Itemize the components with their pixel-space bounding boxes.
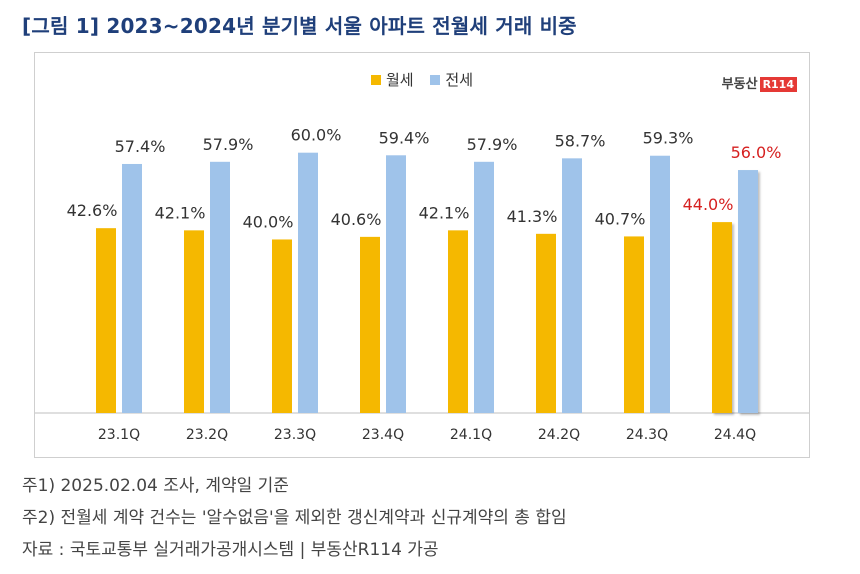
note-source: 자료 : 국토교통부 실거래가공개시스템 | 부동산R114 가공: [22, 540, 439, 560]
bar-jeonse-23.4Q: [386, 155, 406, 413]
x-tick-24.2Q: 24.2Q: [538, 427, 580, 443]
label-jeonse-24.2Q: 58.7%: [555, 131, 606, 150]
label-jeonse-23.3Q: 60.0%: [291, 126, 342, 145]
x-tick-23.1Q: 23.1Q: [98, 427, 140, 443]
bar-monthly-23.4Q: [360, 236, 380, 413]
chart-frame: 월세 전세 부동산 R114 42.6% 57.4% 23.1Q 42.1% 57.9% 2…: [34, 52, 810, 458]
bar-monthly-24.1Q: [448, 230, 468, 413]
x-tick-24.4Q: 24.4Q: [714, 427, 756, 443]
bar-jeonse-24.4Q: [738, 170, 758, 413]
label-monthly-24.1Q: 42.1%: [419, 203, 470, 222]
legend-label-jeonse: 전세: [445, 71, 473, 89]
x-tick-23.4Q: 23.4Q: [362, 427, 404, 443]
bar-monthly-24.4Q: [712, 222, 732, 413]
bar-jeonse-23.1Q: [122, 163, 142, 413]
label-jeonse-23.4Q: 59.4%: [379, 128, 430, 147]
bar-monthly-23.1Q: [96, 228, 116, 413]
label-jeonse-24.4Q: 56.0%: [731, 143, 782, 162]
label-monthly-24.3Q: 40.7%: [595, 209, 646, 228]
brand-logo: 부동산 R114: [722, 73, 797, 92]
bar-monthly-24.2Q: [536, 233, 556, 413]
bar-monthly-24.3Q: [624, 236, 644, 413]
legend: 월세 전세: [35, 69, 809, 90]
brand-text: 부동산: [721, 77, 758, 92]
label-monthly-23.3Q: 40.0%: [243, 212, 294, 231]
label-jeonse-23.1Q: 57.4%: [115, 137, 166, 156]
bar-jeonse-24.2Q: [562, 158, 582, 413]
legend-swatch-monthly: [371, 74, 381, 85]
bar-jeonse-24.3Q: [650, 155, 670, 413]
bar-monthly-23.3Q: [272, 239, 292, 413]
bar-jeonse-23.3Q: [298, 152, 318, 413]
label-jeonse-23.2Q: 57.9%: [203, 135, 254, 154]
label-monthly-23.2Q: 42.1%: [155, 203, 206, 222]
x-tick-24.3Q: 24.3Q: [626, 427, 668, 443]
label-jeonse-24.1Q: 57.9%: [467, 135, 518, 154]
label-monthly-23.4Q: 40.6%: [331, 210, 382, 229]
notes: 주1) 2025.02.04 조사, 계약일 기준 주2) 전월세 계약 건수는…: [22, 470, 567, 566]
brand-box: R114: [759, 77, 797, 92]
bar-chart: 42.6% 57.4% 23.1Q 42.1% 57.9% 23.2Q 40.0% 60.0%…: [35, 126, 809, 443]
label-monthly-23.1Q: 42.6%: [67, 201, 118, 220]
figure-title: [그림 1] 2023~2024년 분기별 서울 아파트 전월세 거래 비중: [22, 14, 577, 38]
x-tick-23.3Q: 23.3Q: [274, 427, 316, 443]
note-2: 주2) 전월세 계약 건수는 '알수없음'을 제외한 갱신계약과 신규계약의 총…: [22, 508, 567, 528]
bar-monthly-23.2Q: [184, 230, 204, 413]
label-jeonse-24.3Q: 59.3%: [643, 129, 694, 148]
bar-jeonse-23.2Q: [210, 161, 230, 413]
legend-swatch-jeonse: [430, 74, 441, 85]
legend-label-monthly: 월세: [386, 71, 414, 89]
note-1: 주1) 2025.02.04 조사, 계약일 기준: [22, 476, 289, 496]
label-monthly-24.4Q: 44.0%: [683, 195, 734, 214]
label-monthly-24.2Q: 41.3%: [507, 207, 558, 226]
bar-jeonse-24.1Q: [474, 161, 494, 413]
x-tick-23.2Q: 23.2Q: [186, 427, 228, 443]
x-tick-24.1Q: 24.1Q: [450, 427, 492, 443]
legend-item-jeonse: 전세: [430, 69, 473, 90]
legend-item-monthly: 월세: [371, 69, 414, 90]
